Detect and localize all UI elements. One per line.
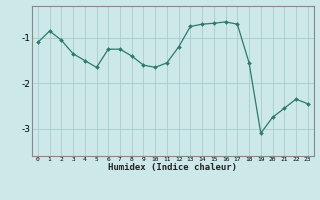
X-axis label: Humidex (Indice chaleur): Humidex (Indice chaleur) [108,163,237,172]
